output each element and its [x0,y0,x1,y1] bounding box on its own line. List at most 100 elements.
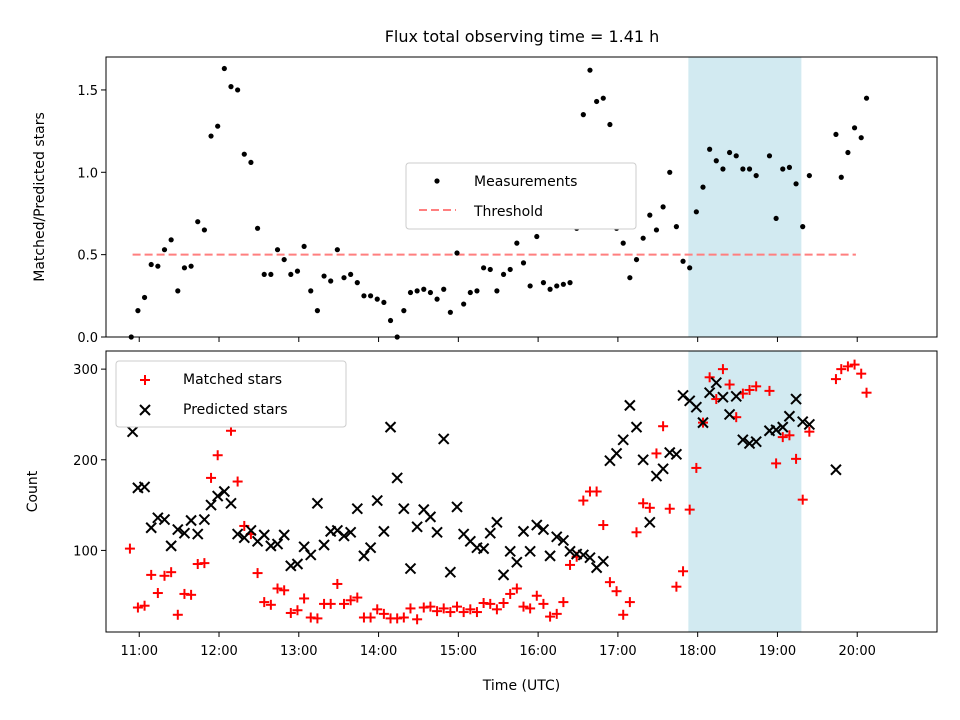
matched-star-point [485,598,496,609]
measurement-point [587,67,593,73]
predicted-star-point [484,527,496,539]
predicted-star-point-b [398,503,410,515]
predicted-star-point-b [418,503,430,516]
measurement-point [687,265,693,271]
predicted-star-point [431,526,443,538]
matched-star-point [538,598,549,609]
predicted-star-point [344,526,357,538]
predicted-star-point [198,513,211,526]
predicted-star-point-b [258,529,270,541]
predicted-star-point [750,435,762,448]
measurement-point [858,135,864,141]
predicted-star-point-b [145,522,157,534]
predicted-star-point [537,523,550,536]
predicted-star-point-b [318,539,330,551]
predicted-star-point-b [158,513,171,526]
matched-star-point [578,495,589,506]
measurement-point [381,299,387,306]
predicted-star-point [737,434,749,446]
predicted-star-point-b [531,519,543,531]
measurement-point [863,95,870,101]
matched-star-point [365,612,376,623]
predicted-star-point-b [770,424,782,436]
measurement-point [547,286,553,292]
measurement-point [567,280,573,286]
matched-star-point [751,381,762,392]
predicted-star-point-b [172,523,184,536]
predicted-star-point [218,485,231,498]
predicted-star-point [564,545,576,558]
predicted-star-point [783,410,796,422]
top-y-tick-label: 0.0 [77,331,98,346]
predicted-star-point [384,421,397,433]
measurement-point [800,224,806,230]
top-legend: Measurements Threshold [405,162,637,230]
matched-star-point [206,472,217,483]
measurement-point [740,166,746,172]
predicted-star-point [271,538,284,550]
matched-star-point [352,592,363,603]
predicted-star-point-b [165,540,177,552]
matched-star-point [624,597,635,608]
predicted-star-point [717,391,729,403]
bottom-x-tick-label: 18:00 [679,644,716,659]
predicted-star-point [225,497,237,509]
matched-star-point [777,432,788,443]
measurement-point [261,271,267,278]
predicted-star-point-b [657,463,669,475]
predicted-star-point [338,530,350,542]
matched-star-point [545,611,556,622]
legend-threshold-label: Threshold [473,204,543,220]
matched-star-point [505,588,516,599]
measurement-point [421,286,427,292]
matched-star-point [644,502,655,513]
predicted-star-point [557,534,570,547]
bottom-x-tick-label: 11:00 [121,644,158,659]
matched-star-point [598,520,609,531]
measurement-point [673,224,679,230]
predicted-star-point [305,549,317,561]
measurement-point [647,212,653,218]
measurement-point [786,164,793,170]
predicted-star-point-b [797,415,809,428]
predicted-star-point [398,503,410,515]
bottom-x-tick-label: 16:00 [519,644,556,659]
bottom-x-tick-label: 17:00 [599,644,636,659]
predicted-star-point-b [344,526,357,538]
predicted-star-point-b [743,437,756,450]
measurement-point [201,227,207,233]
predicted-star-point-b [777,421,789,433]
measurement-point [474,288,480,294]
measurement-point [580,112,586,118]
matched-star-point [591,486,602,497]
predicted-star-point [391,472,403,484]
predicted-star-point-b [391,472,403,484]
predicted-star-point-b [557,534,570,547]
legend-measurements-marker [434,178,440,184]
predicted-star-point-b [677,389,689,402]
matched-star-point [172,609,183,620]
predicted-star-point-b [730,390,742,403]
matched-star-point [638,498,649,509]
legend-matched-marker [140,375,150,385]
predicted-star-point [158,513,171,526]
measurement-point [726,149,733,156]
bottom-y-tick-label: 100 [73,544,98,559]
predicted-stars-points [126,377,842,581]
predicted-star-point [351,503,364,515]
predicted-star-point-b [285,560,297,572]
measurement-point [500,271,507,278]
measurement-point [135,308,141,314]
matched-star-point [265,599,276,610]
top-axes-frame [105,56,938,338]
matched-star-point [830,374,841,385]
predicted-star-point-b [597,555,609,568]
predicted-star-point-b [577,549,590,561]
predicted-star-point [424,511,437,523]
predicted-star-point [291,558,304,570]
predicted-star-point-b [271,538,284,550]
predicted-star-point [265,540,277,552]
matched-star-point [804,426,815,437]
legend-matched-glyph [140,375,150,385]
